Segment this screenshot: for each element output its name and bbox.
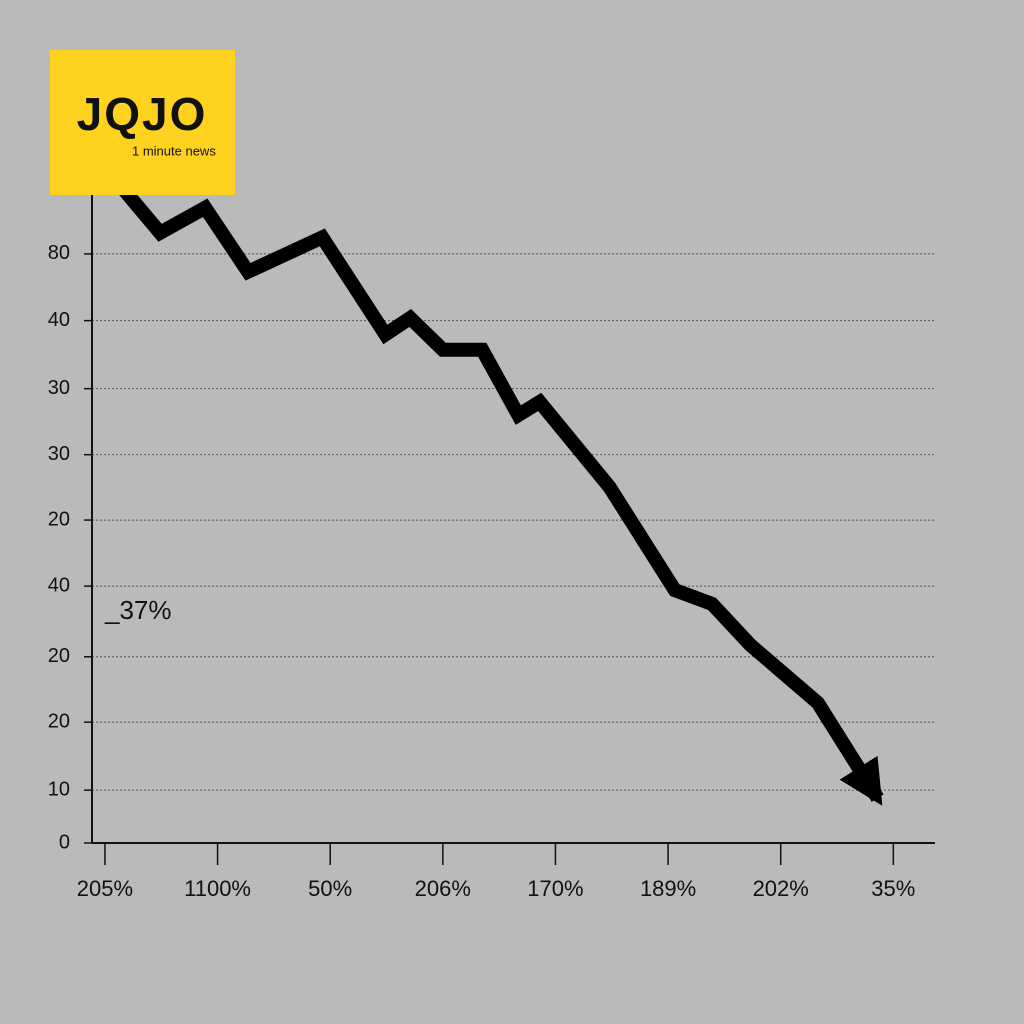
y-tick-label: 10 <box>48 778 70 800</box>
y-tick-label: 20 <box>48 508 70 530</box>
y-tick-label: 80 <box>48 242 70 264</box>
x-tick-label: 35% <box>871 876 915 901</box>
y-tick-label: 40 <box>48 309 70 331</box>
logo-title: JQJO <box>77 88 208 140</box>
y-tick-label: 20 <box>48 710 70 732</box>
y-tick-label: 20 <box>48 645 70 667</box>
x-tick-label: 206% <box>415 876 471 901</box>
x-tick-label: 1100% <box>184 876 251 901</box>
annotation: _37% <box>104 595 172 625</box>
line <box>109 174 884 806</box>
y-tick-label: 30 <box>48 443 70 465</box>
y-tick-label: 0 <box>59 831 70 853</box>
x-tick-label: 170% <box>527 876 583 901</box>
logo-tagline: 1 minute news <box>132 143 216 158</box>
y-tick-label: 30 <box>48 377 70 399</box>
x-tick-label: 205% <box>77 876 133 901</box>
x-tick-label: 202% <box>753 876 809 901</box>
logo-box <box>50 50 235 195</box>
y-tick-label: 40 <box>48 574 70 596</box>
x-tick-label: 50% <box>308 876 352 901</box>
x-tick-label: 189% <box>640 876 696 901</box>
logo: JQJO 1 minute news <box>50 50 235 195</box>
